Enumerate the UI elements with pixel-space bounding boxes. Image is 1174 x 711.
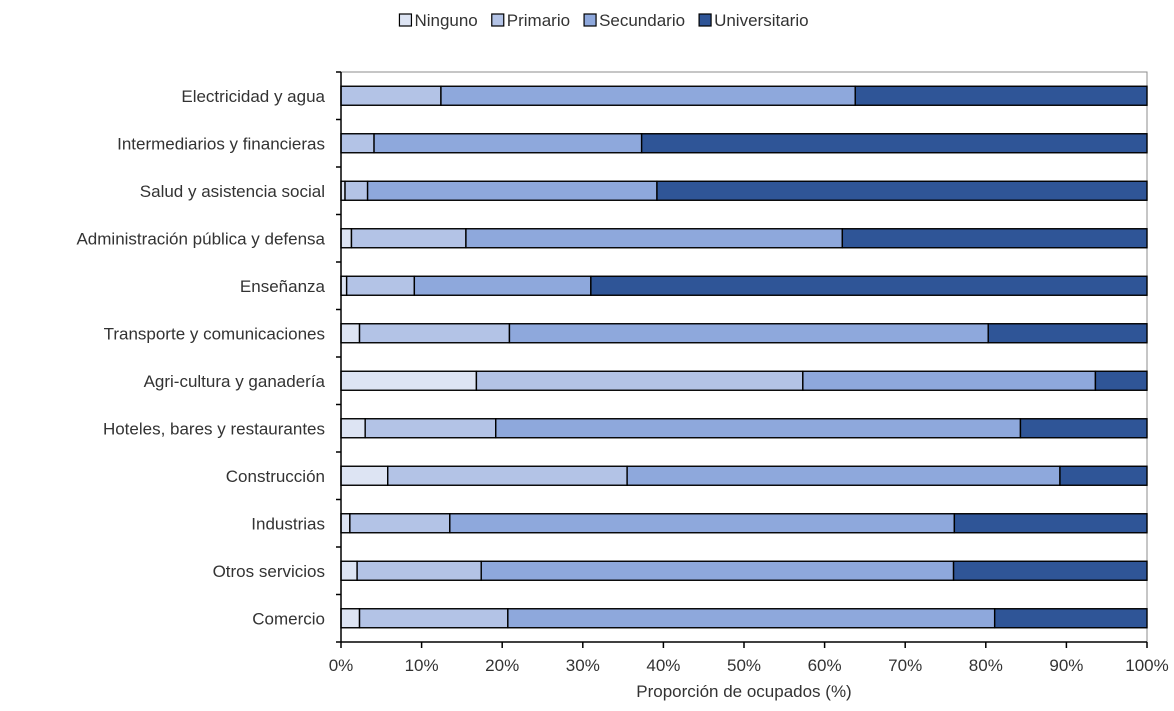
bar-segment-universitario bbox=[1094, 370, 1148, 391]
bar-segment-secundario bbox=[413, 275, 592, 296]
bar-segment-primario bbox=[358, 323, 511, 344]
bar-segment-primario bbox=[387, 465, 628, 486]
bar-row bbox=[340, 608, 1148, 629]
bar-segment-ninguno bbox=[340, 513, 351, 534]
bar-row bbox=[340, 180, 1148, 201]
bar-segment-secundario bbox=[802, 370, 1097, 391]
legend-item-universitario: Universitario bbox=[698, 11, 809, 30]
x-tick-label: 70% bbox=[888, 656, 922, 675]
legend-item-secundario: Secundario bbox=[583, 11, 685, 30]
bar-row bbox=[340, 133, 1148, 154]
bar-segment-primario bbox=[340, 85, 442, 106]
bar-row bbox=[340, 228, 1148, 249]
bar-row bbox=[340, 560, 1148, 581]
bar-segment-universitario bbox=[953, 513, 1148, 534]
category-label: Otros servicios bbox=[213, 562, 325, 581]
bar-segment-secundario bbox=[465, 228, 844, 249]
legend-label: Ninguno bbox=[414, 11, 477, 30]
x-tick-label: 100% bbox=[1125, 656, 1168, 675]
bars bbox=[340, 85, 1148, 629]
y-axis: Electricidad y agua Intermediarios y fina… bbox=[76, 71, 342, 643]
bar-segment-secundario bbox=[440, 85, 856, 106]
bar-segment-universitario bbox=[841, 228, 1148, 249]
legend: Ninguno Primario Secundario Universitario bbox=[398, 11, 809, 30]
x-tick-label: 80% bbox=[969, 656, 1003, 675]
bar-row bbox=[340, 85, 1148, 106]
legend-swatch bbox=[491, 13, 505, 27]
x-tick-label: 10% bbox=[405, 656, 439, 675]
bar-row bbox=[340, 370, 1148, 391]
bar-segment-secundario bbox=[373, 133, 643, 154]
plot-frame bbox=[340, 71, 1148, 643]
bar-segment-primario bbox=[340, 133, 375, 154]
bar-segment-ninguno bbox=[340, 560, 358, 581]
bar-segment-primario bbox=[345, 275, 416, 296]
legend-label: Secundario bbox=[599, 11, 685, 30]
bar-segment-universitario bbox=[1059, 465, 1148, 486]
bar-segment-secundario bbox=[508, 323, 989, 344]
bar-segment-secundario bbox=[626, 465, 1061, 486]
legend-label: Primario bbox=[507, 11, 570, 30]
category-label: Intermediarios y financieras bbox=[117, 134, 325, 153]
bar-segment-secundario bbox=[449, 513, 956, 534]
bar-segment-ninguno bbox=[340, 228, 353, 249]
bar-segment-secundario bbox=[507, 608, 996, 629]
legend-swatch bbox=[583, 13, 597, 27]
bar-segment-universitario bbox=[854, 85, 1148, 106]
category-label: Salud y asistencia social bbox=[140, 182, 325, 201]
bar-segment-primario bbox=[364, 418, 497, 439]
bar-segment-ninguno bbox=[340, 465, 389, 486]
legend-label: Universitario bbox=[714, 11, 808, 30]
bar-segment-primario bbox=[475, 370, 804, 391]
category-label: Administración pública y defensa bbox=[76, 229, 325, 248]
bar-segment-universitario bbox=[987, 323, 1148, 344]
bar-segment-universitario bbox=[952, 560, 1148, 581]
bar-row bbox=[340, 513, 1148, 534]
legend-swatch bbox=[398, 13, 413, 27]
category-label: Enseñanza bbox=[240, 277, 326, 296]
bar-segment-ninguno bbox=[340, 370, 478, 391]
x-tick-label: 60% bbox=[808, 656, 842, 675]
bar-segment-ninguno bbox=[340, 608, 361, 629]
x-axis: 0% 10% 20% 30% 40% 50% 60% 70% 80% 90% 100% bbox=[329, 641, 1169, 675]
bar-segment-ninguno bbox=[340, 275, 348, 296]
category-label: Construcción bbox=[226, 467, 325, 486]
bar-segment-primario bbox=[344, 180, 369, 201]
legend-item-primario: Primario bbox=[491, 11, 570, 30]
bar-segment-universitario bbox=[656, 180, 1148, 201]
category-label: Comercio bbox=[252, 609, 325, 628]
bar-row bbox=[340, 465, 1148, 486]
bar-segment-primario bbox=[349, 513, 451, 534]
bar-segment-universitario bbox=[590, 275, 1148, 296]
bar-segment-universitario bbox=[993, 608, 1148, 629]
bar-row bbox=[340, 418, 1148, 439]
category-label: Hoteles, bares y restaurantes bbox=[103, 419, 325, 438]
x-tick-label: 40% bbox=[646, 656, 680, 675]
category-label: Agri-cultura y ganadería bbox=[144, 372, 326, 391]
x-tick-label: 20% bbox=[485, 656, 519, 675]
bar-segment-universitario bbox=[1019, 418, 1148, 439]
bar-segment-ninguno bbox=[340, 323, 361, 344]
bar-segment-universitario bbox=[640, 133, 1148, 154]
bar-segment-secundario bbox=[480, 560, 955, 581]
bar-segment-primario bbox=[350, 228, 467, 249]
x-tick-label: 0% bbox=[329, 656, 354, 675]
bar-segment-primario bbox=[356, 560, 482, 581]
legend-item-ninguno: Ninguno bbox=[398, 11, 478, 30]
bar-segment-secundario bbox=[495, 418, 1022, 439]
x-tick-label: 50% bbox=[727, 656, 761, 675]
x-tick-label: 30% bbox=[566, 656, 600, 675]
legend-swatch bbox=[698, 13, 712, 27]
category-label: Electricidad y agua bbox=[181, 87, 325, 106]
x-tick-label: 90% bbox=[1049, 656, 1083, 675]
category-label: Industrias bbox=[251, 514, 325, 533]
bar-segment-secundario bbox=[366, 180, 658, 201]
bar-segment-ninguno bbox=[340, 418, 366, 439]
category-label: Transporte y comunicaciones bbox=[104, 324, 325, 343]
bar-row bbox=[340, 323, 1148, 344]
x-axis-title: Proporción de ocupados (%) bbox=[636, 682, 851, 701]
bar-row bbox=[340, 275, 1148, 296]
bar-segment-primario bbox=[358, 608, 509, 629]
